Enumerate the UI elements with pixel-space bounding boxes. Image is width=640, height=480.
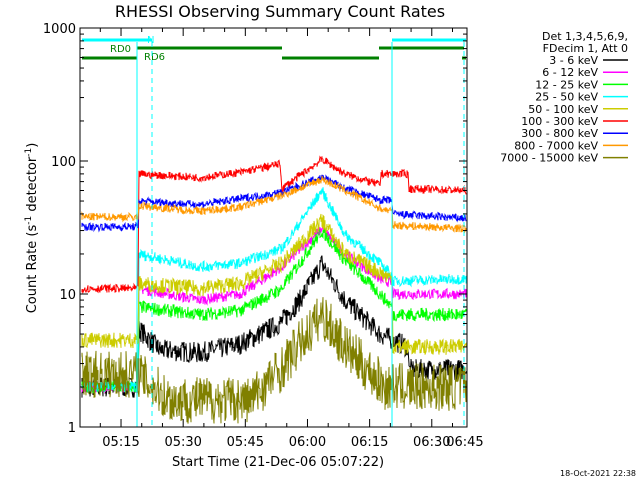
y-axis-label: Count Rate (s-1 detector-1) (24, 143, 40, 314)
timestamp: 18-Oct-2021 22:38 (560, 469, 636, 478)
x-tick-label: 06:15 (351, 435, 388, 450)
legend-label: 300 - 800 keV (521, 127, 598, 140)
plot-area: N RD0 RD6 (79, 27, 468, 428)
legend-label: 25 - 50 keV (535, 91, 598, 104)
x-tick-label: 05:15 (102, 435, 139, 450)
legend-label: 6 - 12 keV (542, 66, 598, 79)
series-line (81, 174, 467, 233)
flag-layer: N RD0 RD6 (82, 35, 466, 427)
series-line (81, 226, 467, 394)
x-tick-label: 06:30 (413, 435, 450, 450)
flag-label-rd0: RD0 (110, 44, 131, 55)
y-tick-label: 1 (68, 421, 76, 436)
x-tick-label: 06:45 (446, 435, 483, 450)
x-tick-label: 05:30 (164, 435, 201, 450)
series-layer (81, 155, 467, 424)
series-line (81, 226, 467, 394)
series-line (81, 213, 467, 355)
legend-header-2: FDecim 1, Att 0 (543, 42, 628, 55)
series-line (81, 187, 467, 393)
y-tick-label: 100 (51, 155, 76, 170)
legend-label: 800 - 7000 keV (514, 139, 598, 152)
x-tick-label: 05:45 (227, 435, 264, 450)
legend-label: 100 - 300 keV (521, 115, 598, 128)
legend-label: 12 - 25 keV (535, 78, 598, 91)
x-axis-label: Start Time (21-Dec-06 05:07:22) (172, 455, 384, 470)
series-line (81, 175, 467, 234)
flag-label-rd6: RD6 (144, 52, 165, 63)
legend-label: 3 - 6 keV (549, 54, 598, 67)
series-line (81, 297, 467, 424)
chart-title: RHESSI Observing Summary Count Rates (115, 2, 445, 21)
legend-label: 50 - 100 keV (528, 103, 598, 116)
y-tick-label: 10 (59, 288, 76, 303)
series-line (81, 155, 467, 295)
legend-label: 7000 - 15000 keV (500, 152, 598, 165)
y-axis: 1 10 100 1000 (43, 22, 467, 436)
y-tick-label: 1000 (43, 22, 76, 37)
flag-label-night: N (147, 35, 154, 46)
series-line (81, 255, 467, 398)
plot-frame (79, 27, 468, 428)
legend-header-1: Det 1,3,4,5,6,9, (542, 30, 628, 43)
legend: Det 1,3,4,5,6,9, FDecim 1, Att 0 3 - 6 k… (500, 30, 628, 165)
x-tick-label: 06:00 (289, 435, 326, 450)
